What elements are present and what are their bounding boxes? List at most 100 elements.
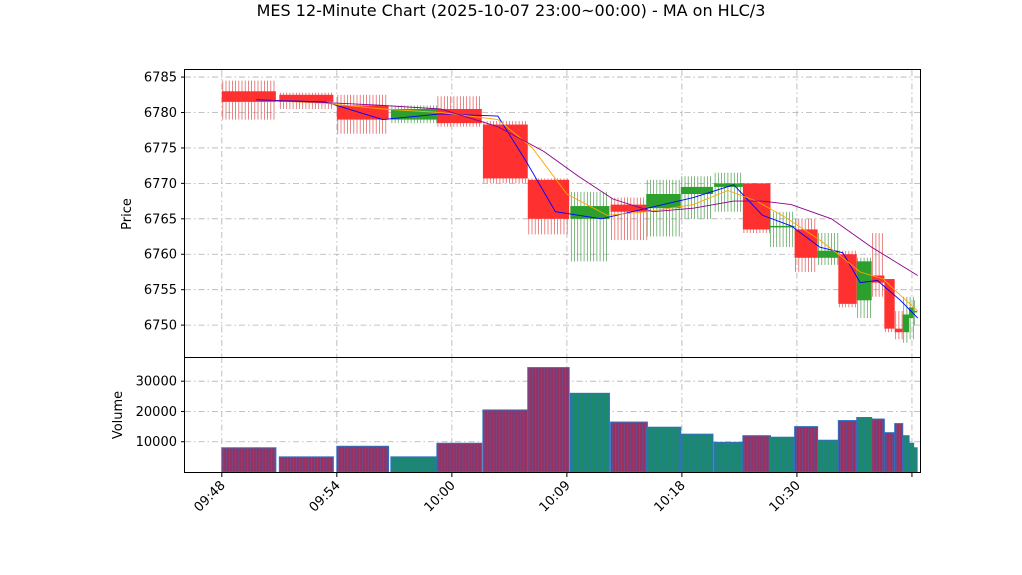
candle <box>570 191 610 262</box>
volume-bar-rect <box>817 439 839 473</box>
x-tick-label: 10:30 <box>767 478 804 515</box>
price-ytick-label: 6765 <box>144 212 177 227</box>
ma-line <box>267 100 918 276</box>
candle-body <box>390 108 437 120</box>
volume-bar <box>871 418 885 473</box>
candle <box>913 300 918 326</box>
candle <box>646 179 681 237</box>
volume-bar <box>569 392 610 473</box>
volume-bar <box>482 409 529 473</box>
x-tick-label: 09:48 <box>192 478 229 515</box>
volume-bar <box>908 442 915 473</box>
price-ytick-label: 6780 <box>144 106 177 121</box>
candle-body <box>913 310 918 313</box>
volume-bar <box>883 432 896 473</box>
candle <box>680 176 713 219</box>
volume-bar-rect <box>569 392 610 473</box>
volume-bar <box>794 426 819 473</box>
candle-body <box>856 261 872 301</box>
candle-body <box>794 229 818 258</box>
candle-body <box>482 124 528 179</box>
volume-bar <box>390 456 438 473</box>
candle-body <box>894 328 903 333</box>
volume-bar-rect <box>713 441 744 473</box>
candle <box>527 178 570 235</box>
candle <box>884 279 895 333</box>
volume-bar-rect <box>837 420 858 473</box>
x-axis: 09:48 09:54 10:00 10:09 10:18 10:30 <box>192 472 913 515</box>
volume-ytick-label: 10000 <box>136 435 177 450</box>
candle <box>336 94 389 134</box>
volume-bar <box>645 426 682 473</box>
candle <box>894 310 903 340</box>
candle-body <box>909 307 914 319</box>
price-ytick-label: 6750 <box>144 319 177 334</box>
volume-bar <box>817 439 839 473</box>
volume-ytick-label: 30000 <box>136 375 177 390</box>
candle <box>769 211 795 248</box>
candle-body <box>838 254 857 304</box>
candle <box>794 218 818 272</box>
candle-body <box>646 194 681 209</box>
volume-bar <box>837 420 858 473</box>
price-ytick-label: 6785 <box>144 71 177 86</box>
volume-bar <box>856 417 873 473</box>
candle-body <box>817 250 839 258</box>
x-tick-label: 10:18 <box>652 478 689 515</box>
volume-bar <box>713 441 744 473</box>
volume-bar <box>902 435 910 473</box>
ma-line <box>256 99 919 319</box>
candle-body <box>680 186 713 195</box>
candle <box>714 172 743 212</box>
volume-panel-frame <box>184 357 921 473</box>
volume-panel: 10000 20000 30000 Volume <box>111 357 921 473</box>
candle-body <box>884 279 895 329</box>
candle <box>610 197 648 241</box>
volume-bar <box>913 447 918 473</box>
volume-bar <box>610 421 648 473</box>
volume-bar-rect <box>902 435 910 473</box>
chart-title: MES 12-Minute Chart (2025-10-07 23:00~00… <box>257 1 766 20</box>
volume-bar <box>336 445 390 473</box>
candle-body <box>871 275 885 283</box>
volume-bar <box>221 447 277 473</box>
volume-bar <box>742 435 771 473</box>
candle-body <box>279 94 334 102</box>
volume-bar-rect <box>913 447 918 473</box>
candle-body <box>436 108 482 124</box>
volume-bar-rect <box>221 447 277 473</box>
volume-bar <box>894 423 904 473</box>
price-axis-label: Price <box>120 198 135 230</box>
price-ytick-label: 6755 <box>144 283 177 298</box>
ma-line <box>267 100 919 312</box>
x-tick-label: 10:09 <box>537 478 574 515</box>
x-tick-label: 09:54 <box>307 478 344 515</box>
candle-body <box>221 91 276 102</box>
candle <box>871 232 885 297</box>
price-ytick-label: 6770 <box>144 177 177 192</box>
volume-bar <box>680 433 714 473</box>
candle <box>856 257 872 319</box>
volume-bar-rect <box>894 423 904 473</box>
candle <box>902 296 910 343</box>
price-ytick-label: 6775 <box>144 141 177 156</box>
price-panel: 6750 6755 6760 6765 6770 6775 6780 6785 Price <box>120 69 921 358</box>
candle-body <box>769 225 795 228</box>
x-tick-label: 10:00 <box>422 478 459 515</box>
volume-bar <box>436 442 483 473</box>
volume-bar-rect <box>768 436 796 473</box>
volume-bar <box>278 456 334 473</box>
volume-bar <box>768 436 796 473</box>
candle-body <box>610 204 648 212</box>
candle <box>436 96 482 127</box>
candle-body <box>902 314 910 333</box>
price-ytick-label: 6760 <box>144 248 177 263</box>
candle <box>838 250 857 308</box>
candle <box>742 183 771 233</box>
volume-axis-label: Volume <box>111 391 126 439</box>
volume-bar-rect <box>680 433 714 473</box>
volume-bar-rect <box>794 426 819 473</box>
volume-bar <box>527 367 570 473</box>
volume-ytick-label: 20000 <box>136 405 177 420</box>
